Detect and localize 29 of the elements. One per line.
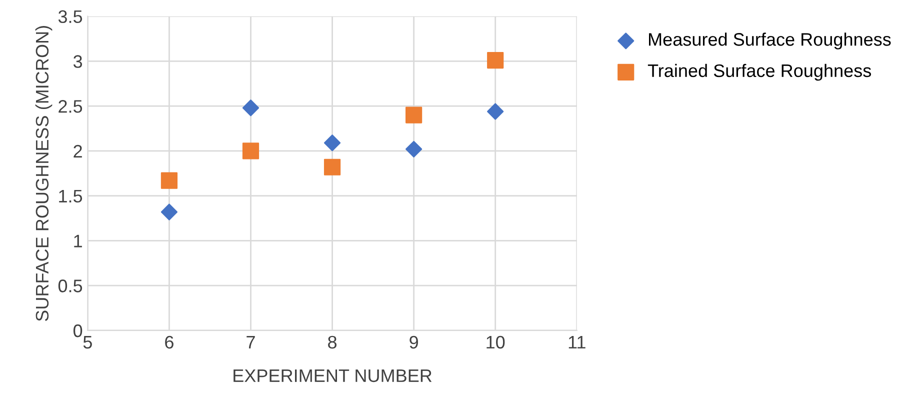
legend-label: Trained Surface Roughness — [648, 64, 872, 81]
point — [160, 204, 178, 220]
point — [242, 142, 260, 160]
x-tick-label: 11 — [568, 336, 586, 348]
y-tick-label: 3 — [73, 55, 82, 68]
y-tick-label: 1 — [74, 234, 82, 248]
x-axis-title: EXPERIMENT NUMBER — [234, 370, 432, 382]
legend-label: Measured Surface Roughness — [649, 32, 891, 50]
y-tick-label: 2 — [74, 144, 82, 158]
point — [487, 52, 504, 69]
point — [487, 103, 504, 120]
x-tick-label: 10 — [486, 336, 505, 349]
y-tick-label: 0.5 — [58, 280, 82, 292]
point — [242, 100, 260, 116]
point — [324, 158, 341, 176]
y-tick-label: 0 — [73, 324, 82, 338]
x-tick-label: 8 — [328, 336, 337, 349]
y-axis-title: SURFACE ROUGHNESS (MICRON) — [35, 26, 52, 322]
x-tick-label: 6 — [165, 336, 174, 349]
point — [160, 172, 178, 189]
point — [324, 134, 341, 152]
y-tick-label: 3.5 — [58, 10, 82, 24]
x-tick-label: 9 — [410, 336, 418, 349]
x-tick-label: 5 — [83, 336, 92, 349]
x-tick-label: 7 — [246, 336, 255, 348]
y-tick-label: 1.5 — [59, 190, 82, 203]
point — [406, 140, 422, 158]
y-tick-label: 2.5 — [58, 100, 82, 113]
point — [406, 106, 422, 124]
